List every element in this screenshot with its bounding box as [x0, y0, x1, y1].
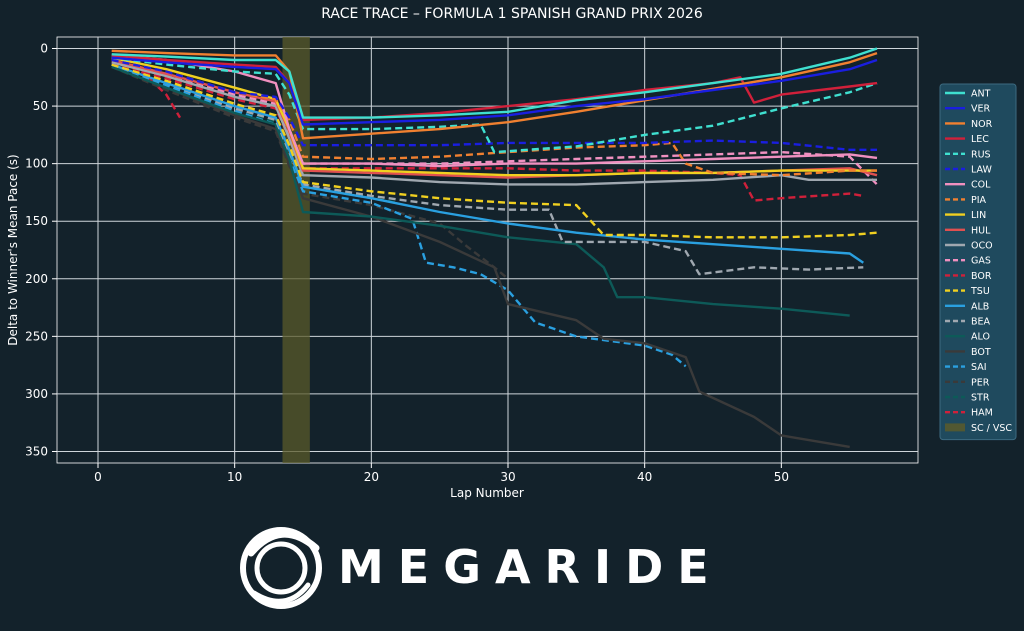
- legend-label: OCO: [971, 241, 993, 252]
- series-line-alo: [111, 65, 850, 317]
- series-line-pia: [111, 58, 877, 177]
- series-line-ant: [111, 47, 878, 119]
- legend: ANT VER NOR LEC RUS LAW COL PIA LIN HUL OCO GAS BOR T…: [939, 83, 1017, 441]
- x-axis-label: Lap Number: [450, 486, 524, 500]
- series-line-bor: [111, 61, 864, 202]
- x-tick-label: 0: [94, 470, 102, 484]
- series-line-col: [111, 54, 878, 168]
- legend-label: BOT: [971, 347, 991, 358]
- legend-label: HUL: [971, 225, 991, 236]
- series-line-ver: [111, 56, 878, 126]
- series-line-alb: [111, 63, 864, 264]
- series-line-rus: [111, 56, 878, 154]
- x-tick-label: 30: [500, 470, 515, 484]
- series-line-oco: [111, 61, 877, 186]
- series-line-bea: [111, 63, 864, 276]
- y-tick-label: 250: [25, 329, 48, 343]
- legend-label: SC / VSC: [971, 423, 1012, 434]
- y-tick-label: 350: [25, 444, 48, 458]
- series-line-lin: [111, 56, 877, 177]
- tick-labels: 0 10 20 30 40 50 0 50 100 150 200 250 300 350: [25, 42, 789, 484]
- brand-wordmark: MEGARIDE: [338, 540, 723, 594]
- series-line-sai: [111, 63, 687, 368]
- series-line-lec: [111, 54, 878, 122]
- legend-label: LEC: [971, 134, 989, 145]
- legend-label: LAW: [971, 165, 992, 176]
- x-tick-label: 10: [227, 470, 242, 484]
- y-tick-label: 150: [25, 214, 48, 228]
- series-lines: [111, 47, 878, 449]
- plot-frame: [56, 36, 919, 464]
- legend-label: PIA: [971, 195, 987, 206]
- legend-label: BEA: [971, 317, 991, 328]
- y-tick-label: 300: [25, 387, 48, 401]
- y-tick-label: 0: [40, 42, 48, 56]
- legend-label: VER: [971, 104, 991, 115]
- y-axis-label: Delta to Winner's Mean Pace (s): [6, 154, 20, 346]
- chart-title: RACE TRACE – FORMULA 1 SPANISH GRAND PRI…: [321, 6, 703, 22]
- x-tick-label: 50: [774, 470, 789, 484]
- legend-label: ALO: [971, 332, 990, 343]
- legend-label: GAS: [971, 256, 991, 267]
- y-tick-label: 50: [33, 99, 48, 113]
- legend-label: COL: [971, 180, 991, 191]
- legend-label: SAI: [971, 362, 987, 373]
- legend-label: ALB: [971, 301, 989, 312]
- series-line-bot: [111, 65, 850, 449]
- y-tick-label: 200: [25, 272, 48, 286]
- legend-swatch-sc-vsc: [945, 423, 965, 432]
- legend-label: PER: [971, 377, 990, 388]
- legend-label: LIN: [971, 210, 986, 221]
- legend-label: BOR: [971, 271, 992, 282]
- legend-label: TSU: [970, 286, 990, 297]
- x-tick-label: 20: [364, 470, 379, 484]
- x-tick-label: 40: [637, 470, 652, 484]
- series-line-gas: [111, 58, 878, 186]
- grid: [52, 36, 919, 468]
- megaride-logo-icon: [240, 527, 322, 609]
- legend-label: RUS: [971, 149, 991, 160]
- y-tick-label: 100: [25, 157, 48, 171]
- legend-label: NOR: [971, 119, 993, 130]
- series-line-nor: [111, 49, 878, 140]
- legend-label: STR: [971, 393, 990, 404]
- series-line-hul: [111, 58, 878, 179]
- race-trace-chart: RACE TRACE – FORMULA 1 SPANISH GRAND PRI…: [6, 6, 1017, 500]
- legend-label: ANT: [971, 89, 991, 100]
- series-line-per: [111, 65, 509, 280]
- legend-label: HAM: [971, 408, 993, 419]
